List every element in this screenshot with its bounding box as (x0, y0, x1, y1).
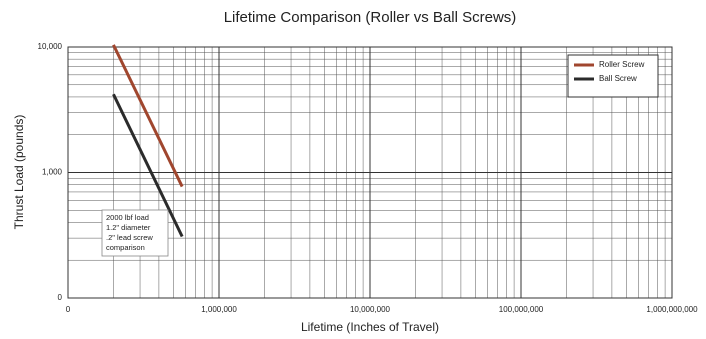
legend-label: Ball Screw (599, 74, 637, 83)
chart-title: Lifetime Comparison (Roller vs Ball Scre… (224, 9, 517, 26)
plot-frame (67, 46, 673, 299)
annotation-box (101, 209, 169, 257)
x-tick-label: 1,000,000,000 (646, 305, 698, 314)
annotation-text: 1.2" diameter (106, 223, 151, 232)
y-axis-label: Thrust Load (pounds) (12, 115, 26, 230)
x-tick-label: 10,000,000 (350, 305, 391, 314)
y-tick-label: 10,000 (38, 42, 63, 51)
legend-box (567, 54, 659, 98)
annotation-text: .2" lead screw (106, 233, 153, 242)
x-tick-label: 1,000,000 (201, 305, 237, 314)
annotation-text: 2000 lbf load (106, 213, 149, 222)
x-tick-label: 0 (66, 305, 71, 314)
legend-label: Roller Screw (599, 60, 645, 69)
y-tick-label: 0 (58, 293, 63, 302)
y-tick-label: 1,000 (42, 168, 63, 177)
annotation-text: comparison (106, 243, 145, 252)
x-tick-label: 100,000,000 (499, 305, 544, 314)
series-line (112, 44, 184, 188)
x-axis-label: Lifetime (Inches of Travel) (301, 320, 439, 334)
series-line (112, 93, 184, 238)
